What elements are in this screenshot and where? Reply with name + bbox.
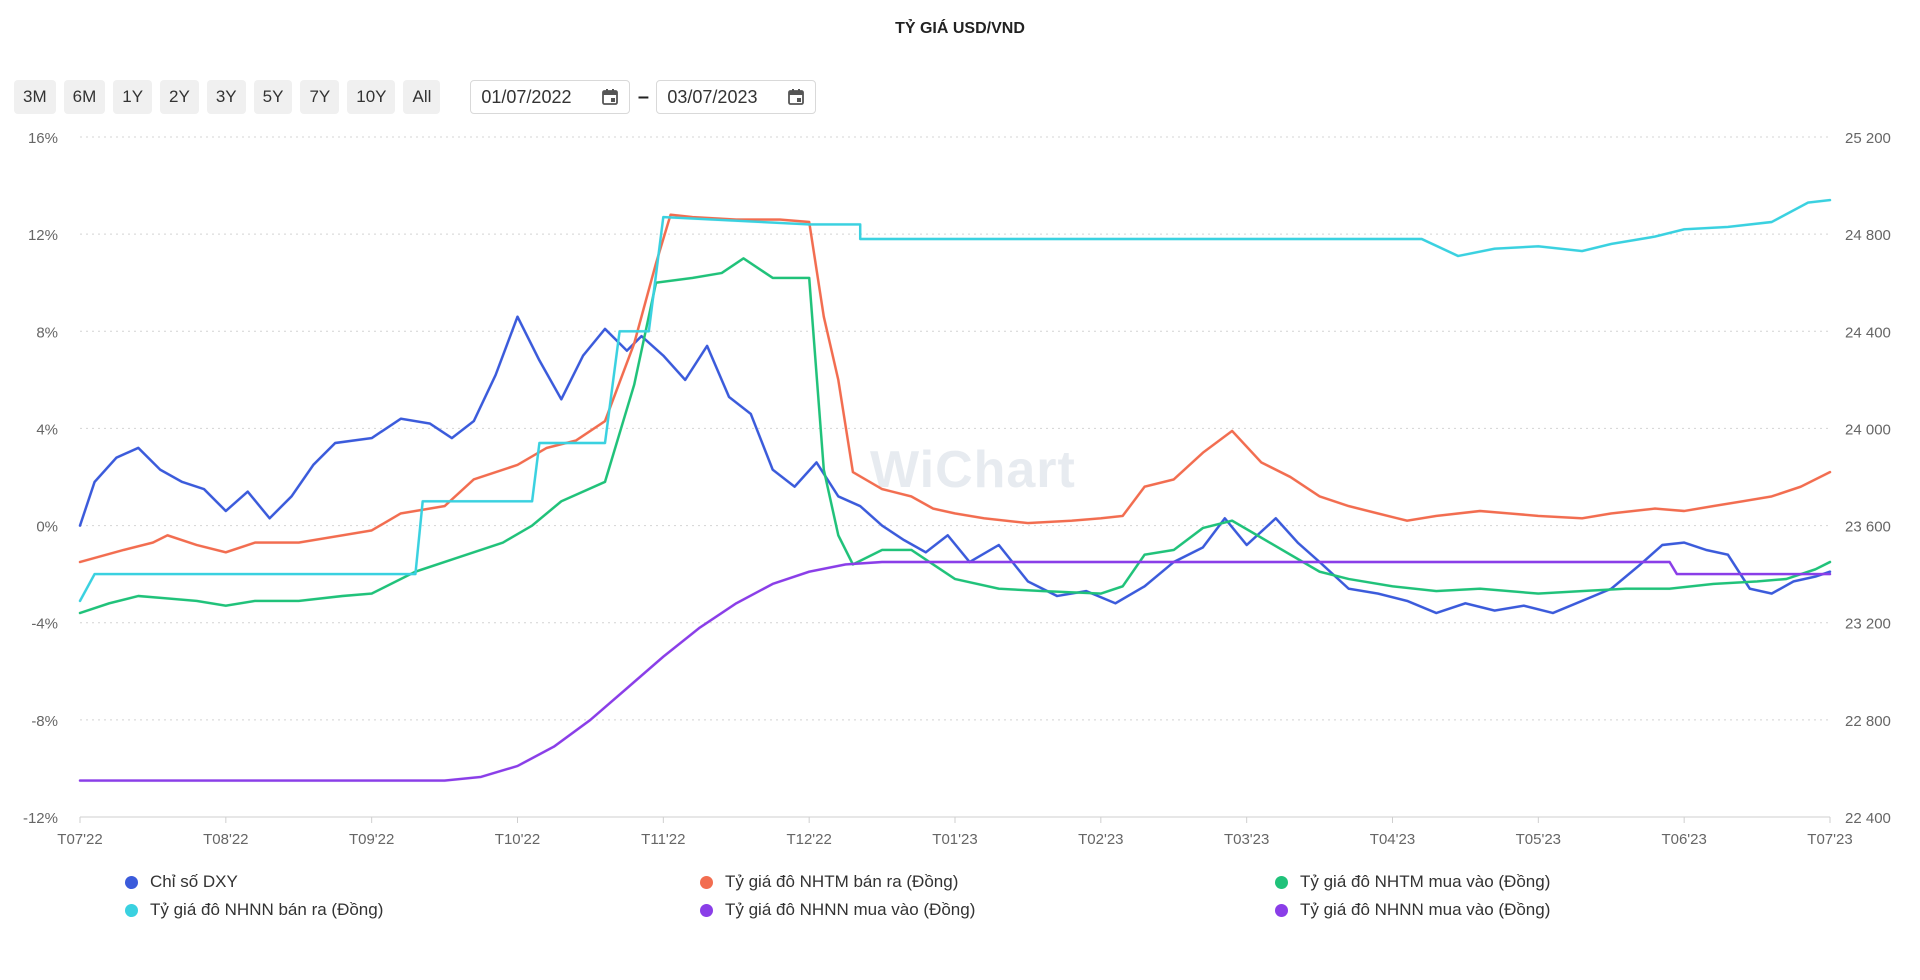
y-right-tick-label: 23 200 (1845, 616, 1891, 633)
x-tick-label: T06'23 (1661, 831, 1706, 848)
y-left-tick-label: -8% (31, 713, 58, 730)
legend-label: Chỉ số DXY (150, 872, 238, 891)
y-left-tick-label: 16% (28, 130, 58, 147)
series-line-shadow (78, 315, 1832, 615)
y-left-tick-label: 4% (36, 421, 58, 438)
date-to-input[interactable]: 03/07/2023 (656, 80, 817, 114)
chart-title: TỶ GIÁ USD/VND (895, 20, 1025, 37)
x-tick-label: T05'23 (1516, 831, 1561, 848)
legend-label: Tỷ giá đô NHNN mua vào (Đồng) (1300, 900, 1551, 919)
x-tick-label: T09'22 (349, 831, 394, 848)
y-right-tick-label: 22 400 (1845, 810, 1891, 827)
legend-label: Tỷ giá đô NHNN mua vào (Đồng) (725, 900, 976, 919)
legend-marker (125, 875, 138, 889)
x-tick-label: T07'23 (1807, 831, 1852, 848)
date-range-separator: – (637, 85, 649, 108)
legend-marker (700, 903, 713, 917)
legend-item[interactable]: Tỷ giá đô NHTM bán ra (Đồng) (700, 872, 1275, 892)
series-line-shadow (78, 213, 1832, 564)
date-from-input[interactable]: 01/07/2022 (470, 80, 631, 114)
y-right-tick-label: 24 000 (1845, 421, 1891, 438)
range-button-10y[interactable]: 10Y (347, 80, 396, 114)
y-left-tick-label: 0% (36, 519, 58, 536)
y-right-tick-label: 24 800 (1845, 227, 1891, 244)
date-from-value: 01/07/2022 (481, 86, 572, 107)
range-button-7y[interactable]: 7Y (300, 80, 340, 114)
x-tick-label: T03'23 (1224, 831, 1269, 848)
y-right-tick-label: 25 200 (1845, 130, 1891, 147)
range-button-3m[interactable]: 3M (14, 80, 56, 114)
y-left-tick-label: -4% (31, 616, 58, 633)
y-left-tick-label: 8% (36, 324, 58, 341)
legend-label: Tỷ giá đô NHTM mua vào (Đồng) (1300, 872, 1551, 891)
range-button-1y[interactable]: 1Y (113, 80, 153, 114)
legend-marker (1275, 875, 1288, 889)
calendar-icon[interactable] (601, 88, 619, 106)
calendar-icon[interactable] (787, 88, 805, 106)
x-tick-label: T12'22 (786, 831, 831, 848)
legend-label: Tỷ giá đô NHTM bán ra (Đồng) (725, 872, 959, 891)
chart-legend: Chỉ số DXY Tỷ giá đô NHTM bán ra (Đồng) Tỷ… (125, 872, 1845, 920)
x-tick-label: T07'22 (57, 831, 102, 848)
x-tick-label: T11'22 (641, 831, 685, 848)
x-tick-label: T04'23 (1370, 831, 1415, 848)
range-button-2y[interactable]: 2Y (160, 80, 199, 114)
legend-item[interactable]: Tỷ giá đô NHNN bán ra (Đồng) (125, 900, 700, 920)
range-button-5y[interactable]: 5Y (253, 80, 293, 114)
legend-item[interactable]: Chỉ số DXY (125, 872, 700, 892)
series-line-shadow (78, 256, 1832, 615)
legend-item[interactable]: Tỷ giá đô NHTM mua vào (Đồng) (1275, 872, 1850, 892)
line-chart: 16% 12% 8% 4% 0% -4% -8% -12% 25 200 24 800 24 400… (23, 130, 1891, 848)
series-line-0 (78, 315, 1832, 615)
legend-item[interactable]: Tỷ giá đô NHNN mua vào (Đồng) (1275, 900, 1850, 920)
range-toolbar: 3M 6M 1Y 2Y 3Y 5Y 7Y 10Y All 01/07/2022 … (14, 79, 817, 115)
legend-marker (125, 903, 138, 917)
y-right-tick-label: 22 800 (1845, 713, 1891, 730)
range-button-all[interactable]: All (403, 80, 441, 114)
x-tick-label: T08'22 (203, 831, 248, 848)
legend-item[interactable]: Tỷ giá đô NHNN mua vào (Đồng) (700, 900, 1275, 920)
series-line-4 (78, 560, 1832, 782)
watermark-logo: WiChart (870, 441, 1076, 499)
y-left-tick-label: -12% (23, 810, 58, 827)
legend-marker (1275, 903, 1288, 917)
range-button-3y[interactable]: 3Y (206, 80, 246, 114)
series-line-shadow (78, 198, 1832, 603)
series-line-2 (78, 257, 1832, 615)
y-left-tick-label: 12% (28, 227, 58, 244)
x-tick-label: T10'22 (495, 831, 540, 848)
series-line-3 (78, 198, 1832, 603)
x-tick-label: T01'23 (932, 831, 977, 848)
y-right-tick-label: 24 400 (1845, 324, 1891, 341)
range-button-6m[interactable]: 6M (63, 80, 106, 114)
x-tick-label: T02'23 (1078, 831, 1123, 848)
series-line-1 (78, 213, 1832, 564)
legend-label: Tỷ giá đô NHNN bán ra (Đồng) (150, 900, 384, 919)
date-to-value: 03/07/2023 (667, 86, 758, 107)
legend-marker (700, 875, 713, 889)
y-right-tick-label: 23 600 (1845, 519, 1891, 536)
